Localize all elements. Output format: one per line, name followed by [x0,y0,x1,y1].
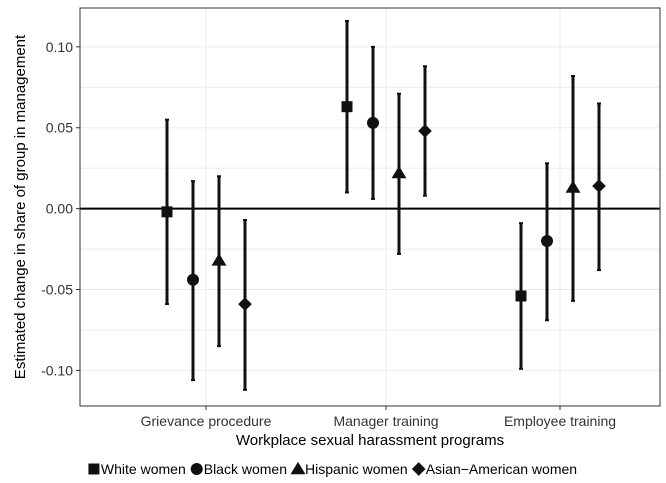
legend-key-square [88,463,100,475]
legend-item: Black women [190,461,287,477]
legend-label: Black women [204,461,287,477]
y-tick-label: 0.05 [46,120,73,136]
point-estimate [391,165,407,179]
point-estimate [592,179,606,193]
x-tick-label: Employee training [504,413,616,429]
legend-key-circle [190,463,203,475]
legend-key-triangle [290,461,306,475]
y-axis-title: Estimated change in share of group in ma… [12,34,29,379]
y-axis: -0.10 -0.05 0.00 0.05 0.10 [41,39,80,378]
point-estimate [367,116,379,129]
legend-item: White women [88,461,186,477]
y-tick-label: -0.10 [41,362,73,378]
x-tick-label: Manager training [333,413,438,429]
legend: White women Black women Hispanic women Asia… [88,461,577,477]
point-estimate [565,180,581,193]
point-estimate [161,206,173,218]
legend-label: Asian−American women [426,461,577,477]
legend-key-diamond [411,462,426,476]
plot-panel-border [79,7,661,407]
legend-item: Asian−American women [411,461,577,477]
x-tick-label: Grievance procedure [141,413,272,429]
point-estimate [211,253,227,266]
point-estimates-layer [161,101,606,311]
point-estimate [187,273,199,286]
x-axis-title: Workplace sexual harassment programs [236,432,504,449]
point-estimate [418,124,432,138]
point-estimate [341,101,353,113]
point-estimate [515,290,527,302]
error-bars-layer [165,19,601,391]
legend-label: White women [101,461,186,477]
y-tick-label: 0.10 [46,39,73,55]
point-estimate [541,234,553,247]
point-estimate [238,297,252,311]
legend-label: Hispanic women [305,461,408,477]
x-axis: Grievance procedure Manager training Emplo… [141,406,616,429]
y-tick-label: 0.00 [46,201,73,217]
y-tick-label: -0.05 [41,282,73,298]
legend-item: Hispanic women [290,461,408,477]
